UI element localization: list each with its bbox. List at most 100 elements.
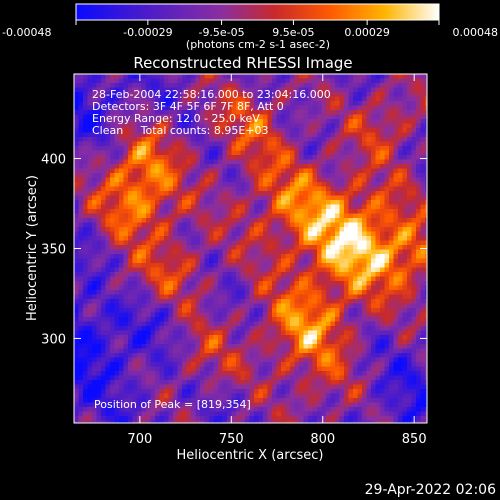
heatmap-cell [168, 218, 174, 223]
heatmap-cell [330, 182, 336, 187]
heatmap-cell [177, 128, 183, 133]
heatmap-cell [299, 353, 304, 358]
heatmap-cell [119, 195, 124, 201]
heatmap-cell [326, 132, 331, 138]
heatmap-cell [254, 290, 259, 295]
heatmap-cell [317, 285, 322, 291]
heatmap-cell [321, 335, 327, 340]
heatmap-cell [128, 137, 133, 142]
heatmap-cell [236, 150, 241, 156]
heatmap-cell [312, 285, 318, 291]
heatmap-cell [335, 110, 340, 115]
heatmap-cell [384, 119, 390, 124]
heatmap-cell [195, 299, 201, 304]
heatmap-cell [420, 236, 426, 241]
heatmap-cell [249, 276, 255, 282]
heatmap-cell [83, 137, 88, 142]
heatmap-cell [218, 83, 223, 88]
heatmap-cell [321, 200, 327, 205]
heatmap-cell [281, 114, 286, 120]
heatmap-cell [128, 78, 133, 84]
heatmap-cell [213, 186, 219, 192]
heatmap-cell [213, 236, 219, 241]
heatmap-cell [294, 254, 300, 259]
heatmap-cell [362, 227, 367, 232]
heatmap-cell [425, 119, 427, 124]
heatmap-cell [357, 344, 363, 349]
heatmap-cell [200, 110, 205, 115]
heatmap-cell [87, 353, 93, 358]
heatmap-cell [258, 164, 264, 169]
heatmap-cell [182, 186, 187, 192]
heatmap-cell [83, 119, 88, 124]
heatmap-cell [420, 267, 426, 273]
heatmap-cell [267, 231, 273, 237]
heatmap-cell [245, 258, 250, 264]
heatmap-cell [411, 312, 417, 318]
heatmap-cell [326, 263, 331, 268]
heatmap-cell [159, 249, 165, 255]
heatmap-cell [141, 294, 147, 300]
heatmap-cell [191, 294, 196, 300]
heatmap-cell [290, 330, 295, 336]
heatmap-cell [128, 330, 133, 336]
heatmap-cell [177, 263, 183, 268]
heatmap-cell [416, 150, 421, 156]
heatmap-cell [114, 308, 120, 313]
heatmap-cell [425, 227, 427, 232]
heatmap-cell [348, 200, 354, 205]
heatmap-cell [227, 128, 232, 133]
heatmap-cell [96, 321, 102, 327]
heatmap-cell [159, 317, 165, 322]
heatmap-cell [245, 231, 250, 237]
heatmap-cell [227, 164, 232, 169]
heatmap-cell [411, 164, 417, 169]
heatmap-cell [159, 132, 165, 138]
heatmap-cell [83, 191, 88, 196]
heatmap-cell [146, 155, 151, 160]
heatmap-cell [168, 267, 174, 273]
heatmap-cell [168, 254, 174, 259]
heatmap-cell [425, 195, 427, 201]
heatmap-cell [416, 123, 421, 129]
heatmap-cell [326, 353, 331, 358]
heatmap-cell [227, 78, 232, 84]
heatmap-cell [87, 263, 93, 268]
heatmap-cell [213, 272, 219, 277]
heatmap-cell [218, 155, 223, 160]
heatmap-cell [254, 177, 259, 183]
heatmap-cell [339, 110, 345, 115]
heatmap-cell [222, 137, 228, 142]
heatmap-cell [294, 335, 300, 340]
heatmap-cell [155, 348, 160, 354]
heatmap-cell [119, 105, 124, 111]
heatmap-cell [204, 141, 210, 147]
heatmap-cell [132, 335, 138, 340]
heatmap-cell [155, 272, 160, 277]
heatmap-cell [137, 353, 142, 358]
heatmap-cell [110, 294, 115, 300]
heatmap-cell [123, 159, 129, 165]
heatmap-cell [335, 159, 340, 165]
heatmap-cell [299, 92, 304, 97]
heatmap-cell [83, 339, 88, 345]
heatmap-cell [186, 231, 192, 237]
heatmap-cell [78, 312, 84, 318]
heatmap-cell [357, 159, 363, 165]
heatmap-cell [339, 132, 345, 138]
heatmap-cell [150, 218, 156, 223]
heatmap-cell [303, 227, 309, 232]
heatmap-cell [96, 348, 102, 354]
heatmap-cell [258, 312, 264, 318]
heatmap-cell [281, 339, 286, 345]
heatmap-cell [326, 114, 331, 120]
heatmap-cell [425, 155, 427, 160]
heatmap-cell [258, 254, 264, 259]
heatmap-cell [213, 317, 219, 322]
heatmap-cell [411, 276, 417, 282]
heatmap-cell [141, 186, 147, 192]
heatmap-cell [348, 317, 354, 322]
heatmap-cell [402, 128, 408, 133]
heatmap-cell [308, 294, 313, 300]
heatmap-cell [222, 74, 228, 79]
